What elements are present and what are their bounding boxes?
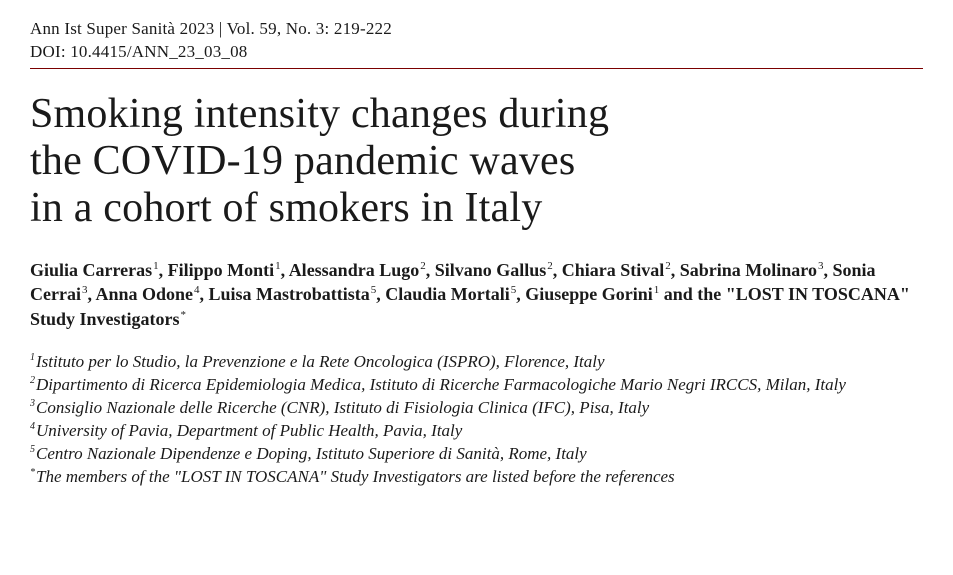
author-affil-sup: 2 bbox=[664, 260, 671, 272]
author-affil-sup: 5 bbox=[510, 284, 517, 296]
author-name: Sabrina Molinaro bbox=[680, 260, 817, 280]
journal-citation: Ann Ist Super Sanità 2023 | Vol. 59, No.… bbox=[30, 19, 392, 38]
author-affil-sup: 2 bbox=[419, 260, 426, 272]
author-name: Claudia Mortali bbox=[385, 284, 510, 304]
author-name: Giuseppe Gorini bbox=[525, 284, 653, 304]
authors-block: Giulia Carreras1, Filippo Monti1, Alessa… bbox=[30, 258, 923, 331]
author-name: Chiara Stival bbox=[562, 260, 665, 280]
author-affil-sup: 2 bbox=[546, 260, 553, 272]
author-name: Anna Odone bbox=[95, 284, 193, 304]
author-affil-sup: 5 bbox=[370, 284, 377, 296]
affiliations-block: 1Istituto per lo Studio, la Prevenzione … bbox=[30, 351, 923, 489]
authors-tail-sup: * bbox=[180, 309, 187, 321]
affiliation-text: Centro Nazionale Dipendenze e Doping, Is… bbox=[36, 444, 587, 463]
affiliation-line: *The members of the "LOST IN TOSCANA" St… bbox=[30, 466, 923, 489]
author-affil-sup: 1 bbox=[274, 260, 281, 272]
affiliation-line: 2Dipartimento di Ricerca Epidemiologia M… bbox=[30, 374, 923, 397]
author-name: Alessandra Lugo bbox=[289, 260, 420, 280]
affiliation-line: 3Consiglio Nazionale delle Ricerche (CNR… bbox=[30, 397, 923, 420]
affiliation-line: 1Istituto per lo Studio, la Prevenzione … bbox=[30, 351, 923, 374]
author-name: Giulia Carreras bbox=[30, 260, 152, 280]
author-name: Luisa Mastrobattista bbox=[209, 284, 370, 304]
title-line-2: the COVID-19 pandemic waves bbox=[30, 138, 575, 184]
affiliation-text: Consiglio Nazionale delle Ricerche (CNR)… bbox=[36, 398, 649, 417]
author-name: Silvano Gallus bbox=[435, 260, 547, 280]
article-title: Smoking intensity changes during the COV… bbox=[30, 91, 923, 232]
author-affil-sup: 3 bbox=[817, 260, 824, 272]
author-affil-sup: 1 bbox=[152, 260, 159, 272]
journal-header: Ann Ist Super Sanità 2023 | Vol. 59, No.… bbox=[30, 18, 923, 41]
author-affil-sup: 3 bbox=[81, 284, 88, 296]
affiliation-line: 5Centro Nazionale Dipendenze e Doping, I… bbox=[30, 443, 923, 466]
affiliation-text: University of Pavia, Department of Publi… bbox=[36, 421, 462, 440]
doi-line: DOI: 10.4415/ANN_23_03_08 bbox=[30, 41, 923, 64]
affiliation-text: The members of the "LOST IN TOSCANA" Stu… bbox=[36, 467, 675, 486]
author-name: Filippo Monti bbox=[168, 260, 275, 280]
author-affil-sup: 4 bbox=[193, 284, 200, 296]
doi-text: DOI: 10.4415/ANN_23_03_08 bbox=[30, 42, 248, 61]
header-divider bbox=[30, 68, 923, 69]
title-line-3: in a cohort of smokers in Italy bbox=[30, 185, 542, 231]
affiliation-text: Istituto per lo Studio, la Prevenzione e… bbox=[36, 352, 605, 371]
affiliation-line: 4University of Pavia, Department of Publ… bbox=[30, 420, 923, 443]
affiliation-text: Dipartimento di Ricerca Epidemiologia Me… bbox=[36, 375, 846, 394]
title-line-1: Smoking intensity changes during bbox=[30, 91, 609, 137]
